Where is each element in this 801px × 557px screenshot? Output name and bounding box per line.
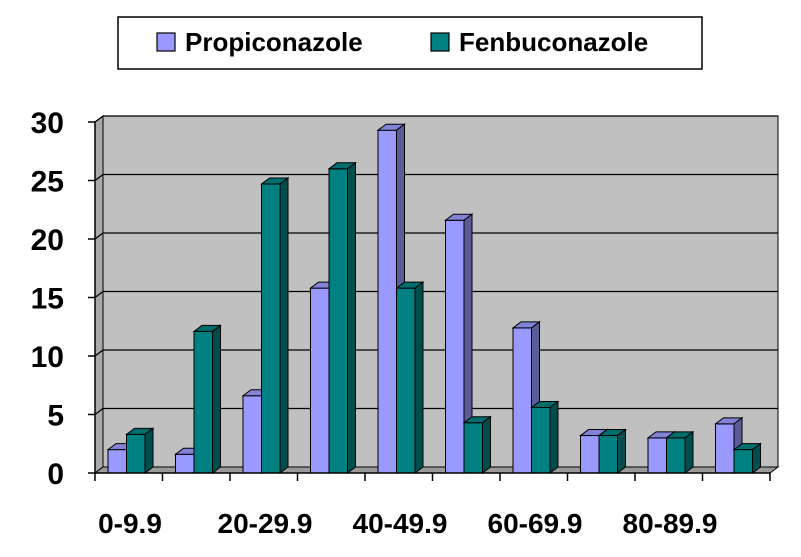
bar-front — [715, 423, 735, 474]
x-tick-label: 60-69.9 — [488, 508, 583, 539]
bars — [106, 123, 762, 474]
y-tick-label: 15 — [31, 283, 64, 316]
legend-swatch-fenbuconazole — [430, 32, 450, 52]
bar-fenbuconazole-4 — [395, 281, 425, 474]
bar-fenbuconazole-6 — [530, 400, 560, 474]
y-tick-label: 5 — [47, 400, 64, 433]
bar-front — [666, 437, 686, 474]
bar-front — [598, 435, 618, 474]
bar-side — [617, 428, 626, 474]
bar-side — [144, 427, 154, 474]
bar-side — [347, 161, 356, 474]
bar-propiconazole-5 — [444, 213, 474, 474]
bar-side — [212, 324, 221, 474]
y-tick-label: 20 — [31, 224, 64, 257]
bar-fenbuconazole-7 — [597, 428, 627, 474]
gridline — [94, 290, 778, 299]
legend-box — [117, 16, 703, 70]
bar-fenbuconazole-5 — [462, 415, 492, 474]
bar-side — [684, 430, 694, 474]
bar-fenbuconazole-0 — [125, 427, 155, 474]
bar-front — [377, 129, 397, 474]
legend: Propiconazole Fenbuconazole — [117, 16, 703, 70]
gridline — [94, 349, 778, 357]
y-tick-label: 25 — [31, 166, 64, 199]
bar-fenbuconazole-8 — [665, 430, 695, 474]
bar-front — [242, 395, 262, 474]
bar-fenbuconazole-9 — [732, 442, 762, 474]
bar-front — [463, 422, 483, 474]
y-tick-label: 0 — [47, 458, 64, 491]
gridline — [94, 115, 778, 123]
bar-side — [549, 400, 559, 474]
y-tick-label: 10 — [31, 341, 64, 374]
x-tick-label: 0-9.9 — [98, 508, 162, 539]
x-tick-label: 80-89.9 — [623, 508, 718, 539]
bar-fenbuconazole-3 — [327, 161, 357, 474]
bar-front — [126, 433, 146, 474]
legend-swatch-propiconazole — [156, 32, 176, 52]
gridline — [94, 232, 778, 240]
bar-front — [261, 183, 281, 474]
bar-fenbuconazole-1 — [192, 324, 222, 474]
bar-front — [175, 453, 195, 474]
bar-front — [580, 435, 600, 474]
bar-front — [193, 330, 213, 474]
bar-side — [752, 442, 761, 474]
bar-front — [512, 327, 532, 474]
bar-front — [328, 168, 348, 474]
y-tick-label: 30 — [31, 107, 64, 140]
bar-front — [107, 449, 127, 474]
x-tick-label: 20-29.9 — [218, 508, 313, 539]
bar-front — [647, 437, 667, 474]
x-tick-label: 40-49.9 — [353, 508, 448, 539]
legend-label-propiconazole: Propiconazole — [185, 27, 363, 57]
bar-side — [279, 177, 289, 474]
bar-front — [733, 449, 753, 474]
gridline — [94, 173, 778, 182]
bar-front — [445, 219, 465, 474]
bar-front — [531, 406, 551, 474]
bar-side — [482, 415, 491, 474]
legend-label-fenbuconazole: Fenbuconazole — [459, 27, 648, 57]
axes: 0 5 10 15 20 25 30 0-9.9 20-29.9 40-49.9 60-69.9 80… — [31, 107, 771, 539]
bar-front — [396, 287, 416, 474]
bar-front — [310, 287, 330, 474]
bar-fenbuconazole-2 — [260, 177, 290, 474]
bar-side — [414, 281, 424, 474]
